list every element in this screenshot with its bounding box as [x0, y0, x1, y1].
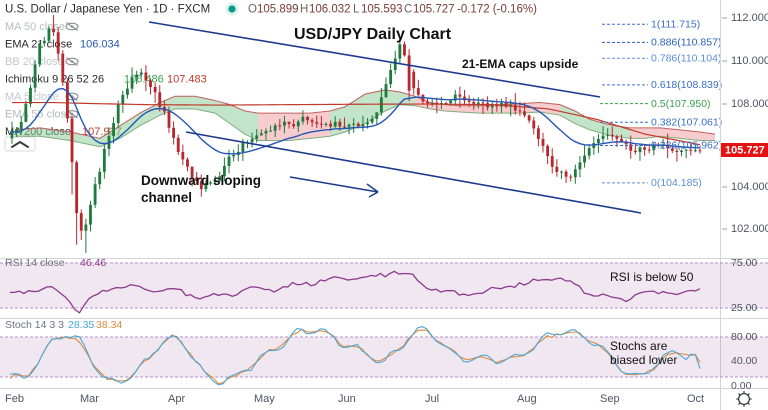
svg-text:104.000: 104.000 [731, 181, 768, 193]
svg-text:0.786(110.104): 0.786(110.104) [651, 53, 721, 65]
svg-text:channel: channel [141, 190, 192, 205]
svg-text:Ichimoku 9 26 52 26: Ichimoku 9 26 52 26 [5, 74, 104, 86]
svg-text:107.483: 107.483 [167, 74, 207, 86]
svg-text:110.000: 110.000 [731, 55, 768, 67]
svg-text:80.00: 80.00 [731, 331, 757, 343]
svg-text:112.000: 112.000 [731, 12, 768, 24]
svg-text:Oct: Oct [687, 393, 704, 405]
svg-text:105.727: 105.727 [725, 145, 765, 157]
svg-text:0.382(107.061): 0.382(107.061) [651, 117, 722, 129]
svg-text:108.000: 108.000 [731, 98, 768, 110]
svg-text:0.236(105.962): 0.236(105.962) [651, 140, 722, 152]
svg-text:46.46: 46.46 [80, 257, 106, 269]
svg-text:USD/JPY Daily Chart: USD/JPY Daily Chart [294, 26, 452, 43]
svg-text:1(111.715): 1(111.715) [651, 19, 700, 31]
svg-text:102.000: 102.000 [731, 223, 768, 235]
svg-text:28.35: 28.35 [68, 319, 94, 331]
svg-text:RSI is below 50: RSI is below 50 [610, 270, 694, 284]
svg-text:105.899: 105.899 [257, 4, 299, 16]
svg-text:C: C [404, 4, 412, 16]
svg-text:Jul: Jul [425, 393, 439, 405]
svg-text:Stochs are: Stochs are [610, 339, 668, 353]
svg-text:Sep: Sep [600, 393, 620, 405]
svg-text:0.886(110.857): 0.886(110.857) [651, 37, 721, 49]
svg-text:Mar: Mar [80, 393, 99, 405]
svg-text:106.486: 106.486 [124, 74, 164, 86]
svg-text:40.00: 40.00 [731, 355, 757, 367]
svg-text:H: H [300, 4, 308, 16]
svg-text:O: O [248, 4, 257, 16]
svg-text:Stoch 14 3 3: Stoch 14 3 3 [5, 319, 64, 331]
svg-text:RSI 14 close: RSI 14 close [5, 257, 65, 269]
svg-text:-0.172 (-0.16%): -0.172 (-0.16%) [457, 4, 537, 16]
svg-text:75.00: 75.00 [731, 257, 757, 269]
svg-text:105.593: 105.593 [361, 4, 403, 16]
svg-text:21-EMA caps upside: 21-EMA caps upside [462, 57, 579, 71]
svg-text:L: L [353, 4, 360, 16]
svg-text:38.34: 38.34 [96, 319, 122, 331]
svg-text:Aug: Aug [517, 393, 537, 405]
svg-text:May: May [254, 393, 275, 405]
svg-text:106.032: 106.032 [309, 4, 351, 16]
svg-text:105.727: 105.727 [413, 4, 455, 16]
svg-text:106.034: 106.034 [80, 39, 120, 51]
svg-text:MA 50 close: MA 50 close [5, 21, 65, 33]
svg-text:Jun: Jun [338, 393, 356, 405]
svg-text:U.S. Dollar / Japanese Yen · 1: U.S. Dollar / Japanese Yen · 1D · FXCM [5, 4, 210, 16]
svg-text:0.00: 0.00 [731, 380, 752, 392]
svg-text:biased lower: biased lower [610, 353, 677, 367]
svg-text:0.5(107.950): 0.5(107.950) [651, 98, 711, 110]
svg-text:Downward sloping: Downward sloping [141, 173, 261, 188]
svg-text:0.618(108.839): 0.618(108.839) [651, 79, 722, 91]
svg-text:25.00: 25.00 [731, 302, 757, 314]
svg-text:Feb: Feb [5, 393, 24, 405]
svg-text:0(104.185): 0(104.185) [651, 177, 702, 189]
svg-text:Apr: Apr [168, 393, 185, 405]
